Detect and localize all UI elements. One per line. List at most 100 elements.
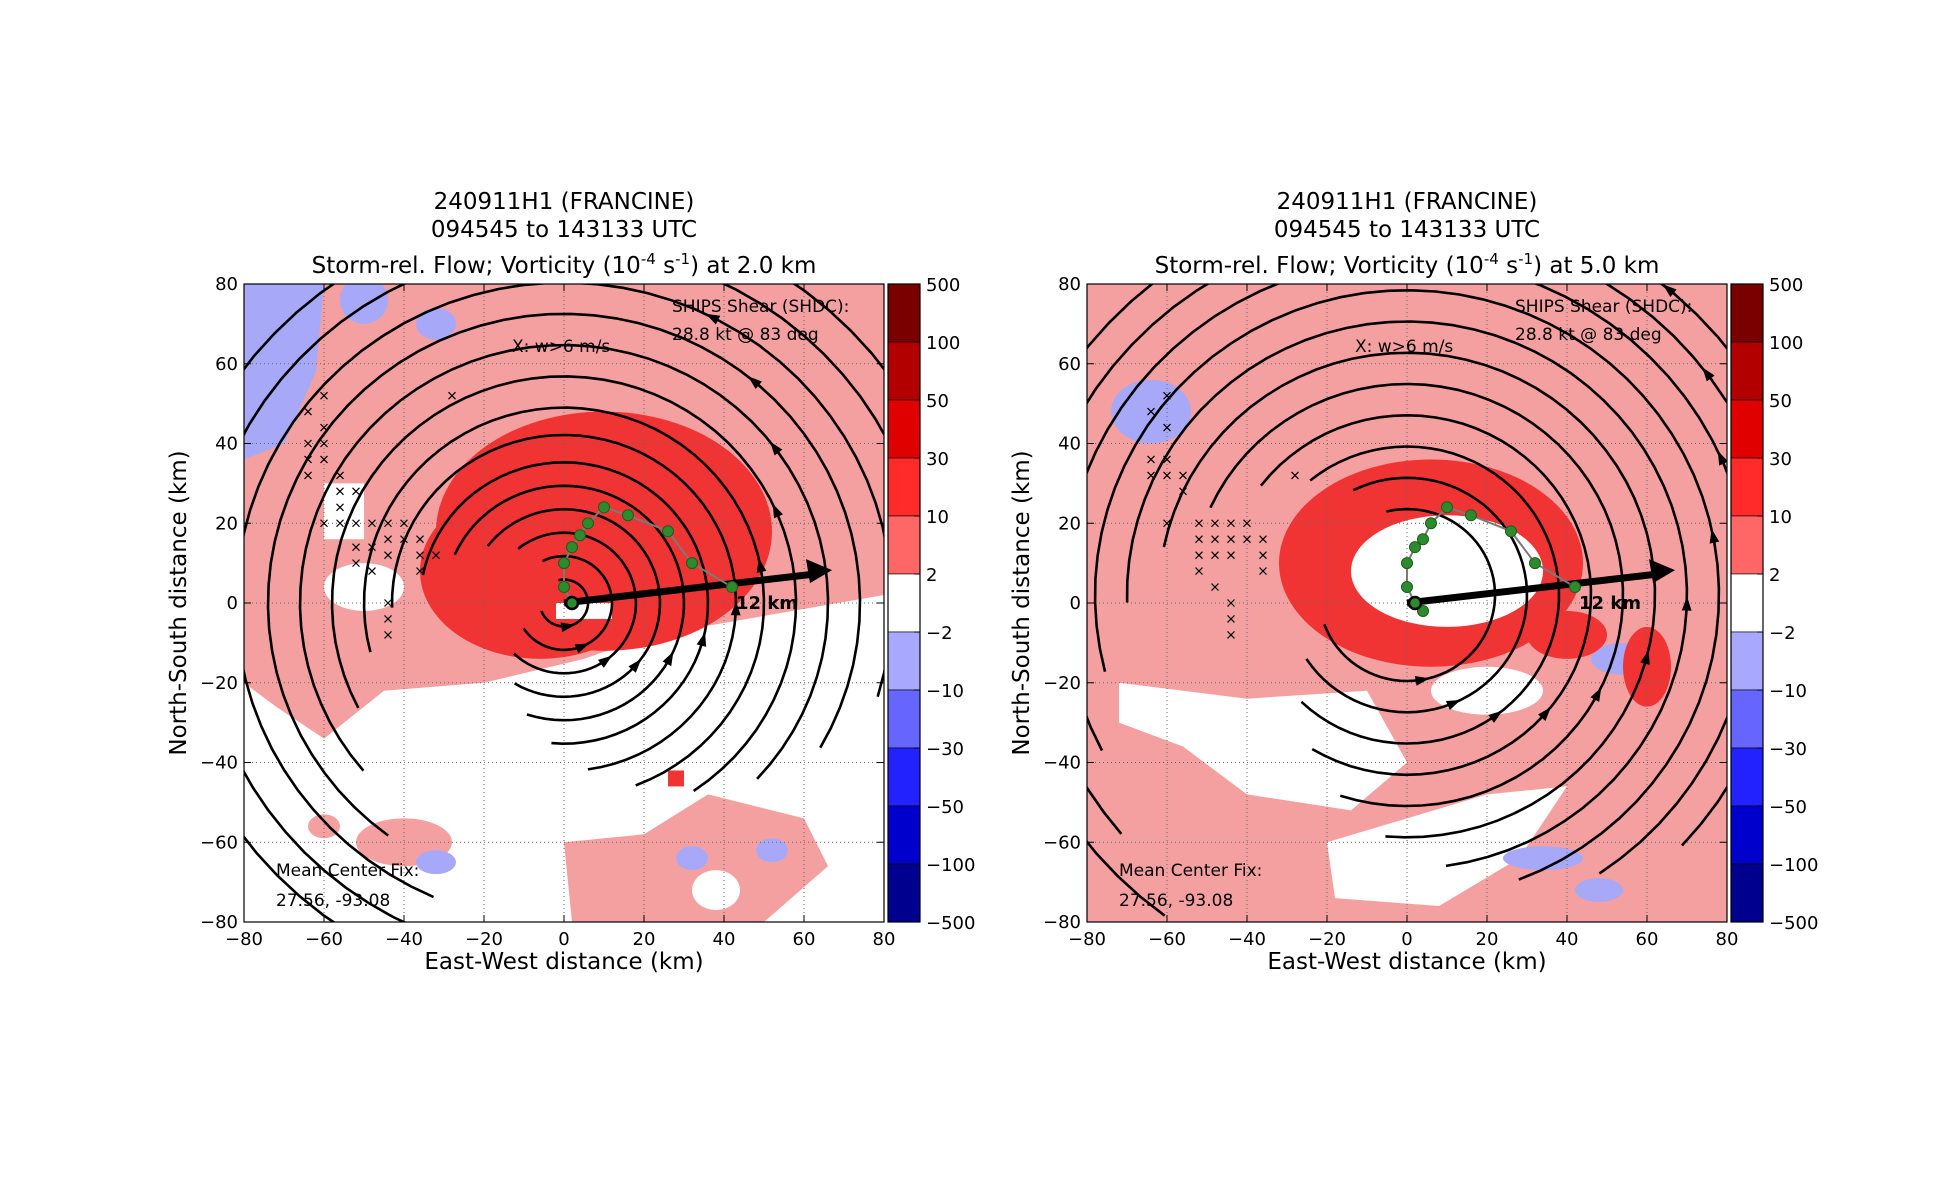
negative-vorticity-region [416,307,456,340]
streamline-arrow [1717,450,1727,466]
colorbar-segment [887,457,921,517]
updraft-marker [1291,471,1299,480]
title-line3: Storm-rel. Flow; Vorticity (10-4 s-1) at… [1155,250,1660,279]
updraft-marker [1163,455,1171,464]
updraft-marker [384,535,392,544]
center-track-point [662,525,674,538]
updraft-marker [1195,519,1203,528]
y-axis-label: North-South distance (km) [166,450,192,755]
streamline [1209,382,1625,808]
center-fix-label: Mean Center Fix: [1119,861,1262,881]
x-tick-label: −40 [385,929,423,950]
updraft-marker [352,487,360,496]
y-tick-label: −40 [200,753,238,774]
center-track-point [1401,581,1413,594]
updraft-marker [1259,535,1267,544]
y-tick-label: −60 [1043,832,1081,853]
colorbar-label: 10 [926,507,949,528]
colorbar-segment [887,283,921,343]
title-line3-part: ) at 2.0 km [690,253,816,279]
title-line2: 094545 to 143133 UTC [431,217,697,243]
updraft-marker [1243,535,1251,544]
x-tick-label: −60 [1148,929,1186,950]
updraft-marker [384,519,392,528]
streamline-arrow [662,651,674,667]
center-fix-label: Mean Center Fix: [276,861,419,881]
updraft-key-label: X: w>6 m/s [1355,337,1453,357]
streamline [330,375,798,792]
y-tick-label: 60 [1058,354,1081,375]
colorbar-segment [1730,863,1764,923]
title-line3-part: s [656,253,675,279]
updraft-marker [304,455,312,464]
updraft-marker [1227,630,1235,639]
colorbar-segment [1730,515,1764,575]
colorbar-segment [887,573,921,633]
center-track-point [1465,509,1477,522]
title-line3-part: -1 [1518,250,1533,268]
streamline [362,406,766,787]
colorbar-segment [887,747,921,807]
center-track-point [1569,581,1581,594]
streamline-arrow [560,622,576,633]
colorbar-label: 2 [926,565,937,586]
negative-vorticity-region [244,284,324,460]
y-tick-label: −80 [1043,912,1081,933]
colorbar-segment [1730,805,1764,865]
updraft-marker [416,535,424,544]
colorbar-label: −100 [1769,855,1818,876]
plot-area: SHIPS Shear (SHDC): 28.8 kt @ 83 deg X: w>… [244,284,884,922]
colorbar-frame [1730,283,1764,923]
updraft-marker [368,567,376,576]
title-line3-part: -4 [1484,250,1499,268]
updraft-marker [432,551,440,560]
updraft-marker [1147,407,1155,416]
updraft-marker [1163,391,1171,400]
updraft-marker [320,423,328,432]
streamline-arrow [1445,700,1461,711]
streamline [486,507,662,699]
streamline-arrow [574,643,590,654]
x-tick-label: −80 [225,929,263,950]
negative-vorticity-patch [756,838,788,863]
streamline-arrow [1702,367,1715,382]
updraft-markers [304,391,456,639]
strong-vorticity-patch [1623,626,1671,707]
updraft-marker [320,439,328,448]
updraft-marker [1195,535,1203,544]
updraft-marker [1147,471,1155,480]
x-tick-label: −40 [1228,929,1266,950]
colorbar: 500 100 50 30 10 2 −2 −10 −30 −50 −100 −500 [1730,275,1818,934]
streamline [1125,320,1689,868]
updraft-marker [1179,471,1187,480]
colorbar-segment [1730,399,1764,459]
streamline [453,484,686,722]
x-tick-label: 80 [1716,929,1739,950]
center-track-point [558,581,570,594]
y-tick-label: −40 [1043,753,1081,774]
updraft-marker [336,471,344,480]
updraft-marker [304,471,312,480]
zero-vorticity-region [1119,682,1407,811]
colorbar-segment [1730,457,1764,517]
shear-annotation-line2: 28.8 kt @ 83 deg [672,325,819,345]
streamline-arrow [1414,676,1430,686]
updraft-marker [448,391,456,400]
streamline-arrow [1538,707,1551,721]
title-line3-part: s [1499,253,1518,279]
colorbar-label: −100 [926,855,975,876]
colorbar-segment [887,689,921,749]
x-tick-label: 0 [1401,929,1412,950]
y-tick-label: −80 [200,912,238,933]
colorbar: 500 100 50 30 10 2 −2 −10 −30 −50 −100 −500 [887,275,975,934]
center-track-point [1425,517,1437,530]
colorbar-segment [887,805,921,865]
updraft-marker [352,559,360,568]
colorbar-label: −2 [1769,623,1796,644]
streamline [421,460,710,746]
colorbar-label: −2 [926,623,953,644]
title-line1: 240911H1 (FRANCINE) [1277,189,1538,215]
updraft-marker [384,630,392,639]
colorbar-label: −10 [1769,681,1807,702]
updraft-marker [336,519,344,528]
